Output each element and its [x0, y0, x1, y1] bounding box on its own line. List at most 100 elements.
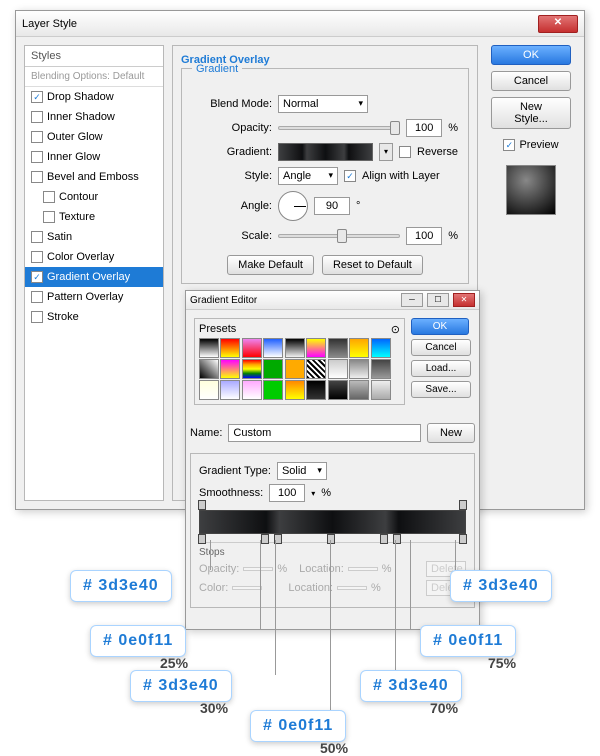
preset-swatch[interactable] [306, 359, 326, 379]
preset-swatch[interactable] [306, 338, 326, 358]
style-checkbox[interactable] [43, 191, 55, 203]
callout-hex: # 3d3e40 [450, 570, 552, 602]
preset-swatch[interactable] [199, 380, 219, 400]
presets-menu-icon[interactable]: ⊙ [391, 323, 400, 336]
preset-swatch[interactable] [199, 359, 219, 379]
style-checkbox[interactable] [31, 171, 43, 183]
connector-line [410, 540, 411, 630]
smoothness-dropdown-icon[interactable]: ▾ [311, 489, 315, 498]
opacity-stop[interactable] [459, 500, 467, 510]
preset-swatch[interactable] [349, 380, 369, 400]
align-checkbox[interactable] [344, 170, 356, 182]
ge-load-button[interactable]: Load... [411, 360, 471, 377]
cancel-button[interactable]: Cancel [491, 71, 571, 91]
preset-swatch[interactable] [349, 338, 369, 358]
preset-swatch[interactable] [328, 338, 348, 358]
connector-line [395, 540, 396, 675]
style-checkbox[interactable] [43, 211, 55, 223]
maximize-icon[interactable]: ☐ [427, 293, 449, 307]
style-checkbox[interactable] [31, 111, 43, 123]
style-checkbox[interactable] [31, 271, 43, 283]
color-stop[interactable] [380, 534, 388, 544]
opacity-slider[interactable] [278, 126, 400, 130]
style-checkbox[interactable] [31, 231, 43, 243]
ge-cancel-button[interactable]: Cancel [411, 339, 471, 356]
preset-swatch[interactable] [285, 380, 305, 400]
style-label: Outer Glow [47, 131, 103, 143]
preset-swatch[interactable] [220, 338, 240, 358]
preview-checkbox[interactable] [503, 139, 515, 151]
style-item-bevel-and-emboss[interactable]: Bevel and Emboss [25, 167, 163, 187]
gradient-def-panel: Gradient Type: Solid Smoothness: 100 ▾ %… [190, 453, 475, 608]
scale-value[interactable]: 100 [406, 227, 442, 245]
style-item-stroke[interactable]: Stroke [25, 307, 163, 327]
style-item-inner-glow[interactable]: Inner Glow [25, 147, 163, 167]
style-checkbox[interactable] [31, 291, 43, 303]
preset-swatch[interactable] [263, 338, 283, 358]
reverse-checkbox[interactable] [399, 146, 411, 158]
preset-swatch[interactable] [349, 359, 369, 379]
style-item-inner-shadow[interactable]: Inner Shadow [25, 107, 163, 127]
style-checkbox[interactable] [31, 311, 43, 323]
preset-swatch[interactable] [371, 380, 391, 400]
reset-default-button[interactable]: Reset to Default [322, 255, 423, 275]
ge-new-button[interactable]: New [427, 423, 475, 443]
gradient-preview[interactable] [278, 143, 373, 161]
style-item-pattern-overlay[interactable]: Pattern Overlay [25, 287, 163, 307]
preset-swatch[interactable] [263, 380, 283, 400]
ge-ok-button[interactable]: OK [411, 318, 469, 335]
preset-swatch[interactable] [242, 359, 262, 379]
style-checkbox[interactable] [31, 91, 43, 103]
preset-swatch[interactable] [285, 359, 305, 379]
styles-header[interactable]: Styles [25, 46, 163, 67]
style-select[interactable]: Angle [278, 167, 338, 185]
color-stop[interactable] [261, 534, 269, 544]
preset-swatch[interactable] [371, 338, 391, 358]
angle-dial[interactable] [278, 191, 308, 221]
stop-color-label: Color: [199, 582, 228, 594]
color-stop[interactable] [198, 534, 206, 544]
style-checkbox[interactable] [31, 251, 43, 263]
preset-swatch[interactable] [220, 380, 240, 400]
style-checkbox[interactable] [31, 151, 43, 163]
preset-swatch[interactable] [285, 338, 305, 358]
style-item-contour[interactable]: Contour [25, 187, 163, 207]
preset-swatch[interactable] [199, 338, 219, 358]
style-checkbox[interactable] [31, 131, 43, 143]
preset-swatch[interactable] [242, 380, 262, 400]
minimize-icon[interactable]: ─ [401, 293, 423, 307]
preset-swatch[interactable] [306, 380, 326, 400]
gradient-bar[interactable] [199, 510, 466, 534]
style-item-color-overlay[interactable]: Color Overlay [25, 247, 163, 267]
preset-swatch[interactable] [328, 380, 348, 400]
ok-button[interactable]: OK [491, 45, 571, 65]
grad-type-select[interactable]: Solid [277, 462, 327, 480]
new-style-button[interactable]: New Style... [491, 97, 571, 129]
style-item-outer-glow[interactable]: Outer Glow [25, 127, 163, 147]
blending-options[interactable]: Blending Options: Default [25, 67, 163, 87]
angle-value[interactable]: 90 [314, 197, 350, 215]
ge-save-button[interactable]: Save... [411, 381, 471, 398]
preset-swatch[interactable] [263, 359, 283, 379]
make-default-button[interactable]: Make Default [227, 255, 314, 275]
style-item-satin[interactable]: Satin [25, 227, 163, 247]
color-stop[interactable] [327, 534, 335, 544]
style-item-gradient-overlay[interactable]: Gradient Overlay [25, 267, 163, 287]
ge-name-input[interactable] [228, 424, 421, 442]
close-button[interactable]: ✕ [538, 15, 578, 33]
preset-swatch[interactable] [371, 359, 391, 379]
preset-swatch[interactable] [242, 338, 262, 358]
style-item-texture[interactable]: Texture [25, 207, 163, 227]
preset-swatch[interactable] [220, 359, 240, 379]
blend-mode-select[interactable]: Normal [278, 95, 368, 113]
opacity-stop[interactable] [198, 500, 206, 510]
preview-label: Preview [519, 139, 558, 151]
scale-slider[interactable] [278, 234, 400, 238]
style-item-drop-shadow[interactable]: Drop Shadow [25, 87, 163, 107]
preset-swatch[interactable] [328, 359, 348, 379]
color-stop[interactable] [459, 534, 467, 544]
smoothness-value[interactable]: 100 [269, 484, 305, 502]
gradient-dropdown-icon[interactable]: ▾ [379, 143, 393, 161]
opacity-value[interactable]: 100 [406, 119, 442, 137]
close-icon[interactable]: ✕ [453, 293, 475, 307]
